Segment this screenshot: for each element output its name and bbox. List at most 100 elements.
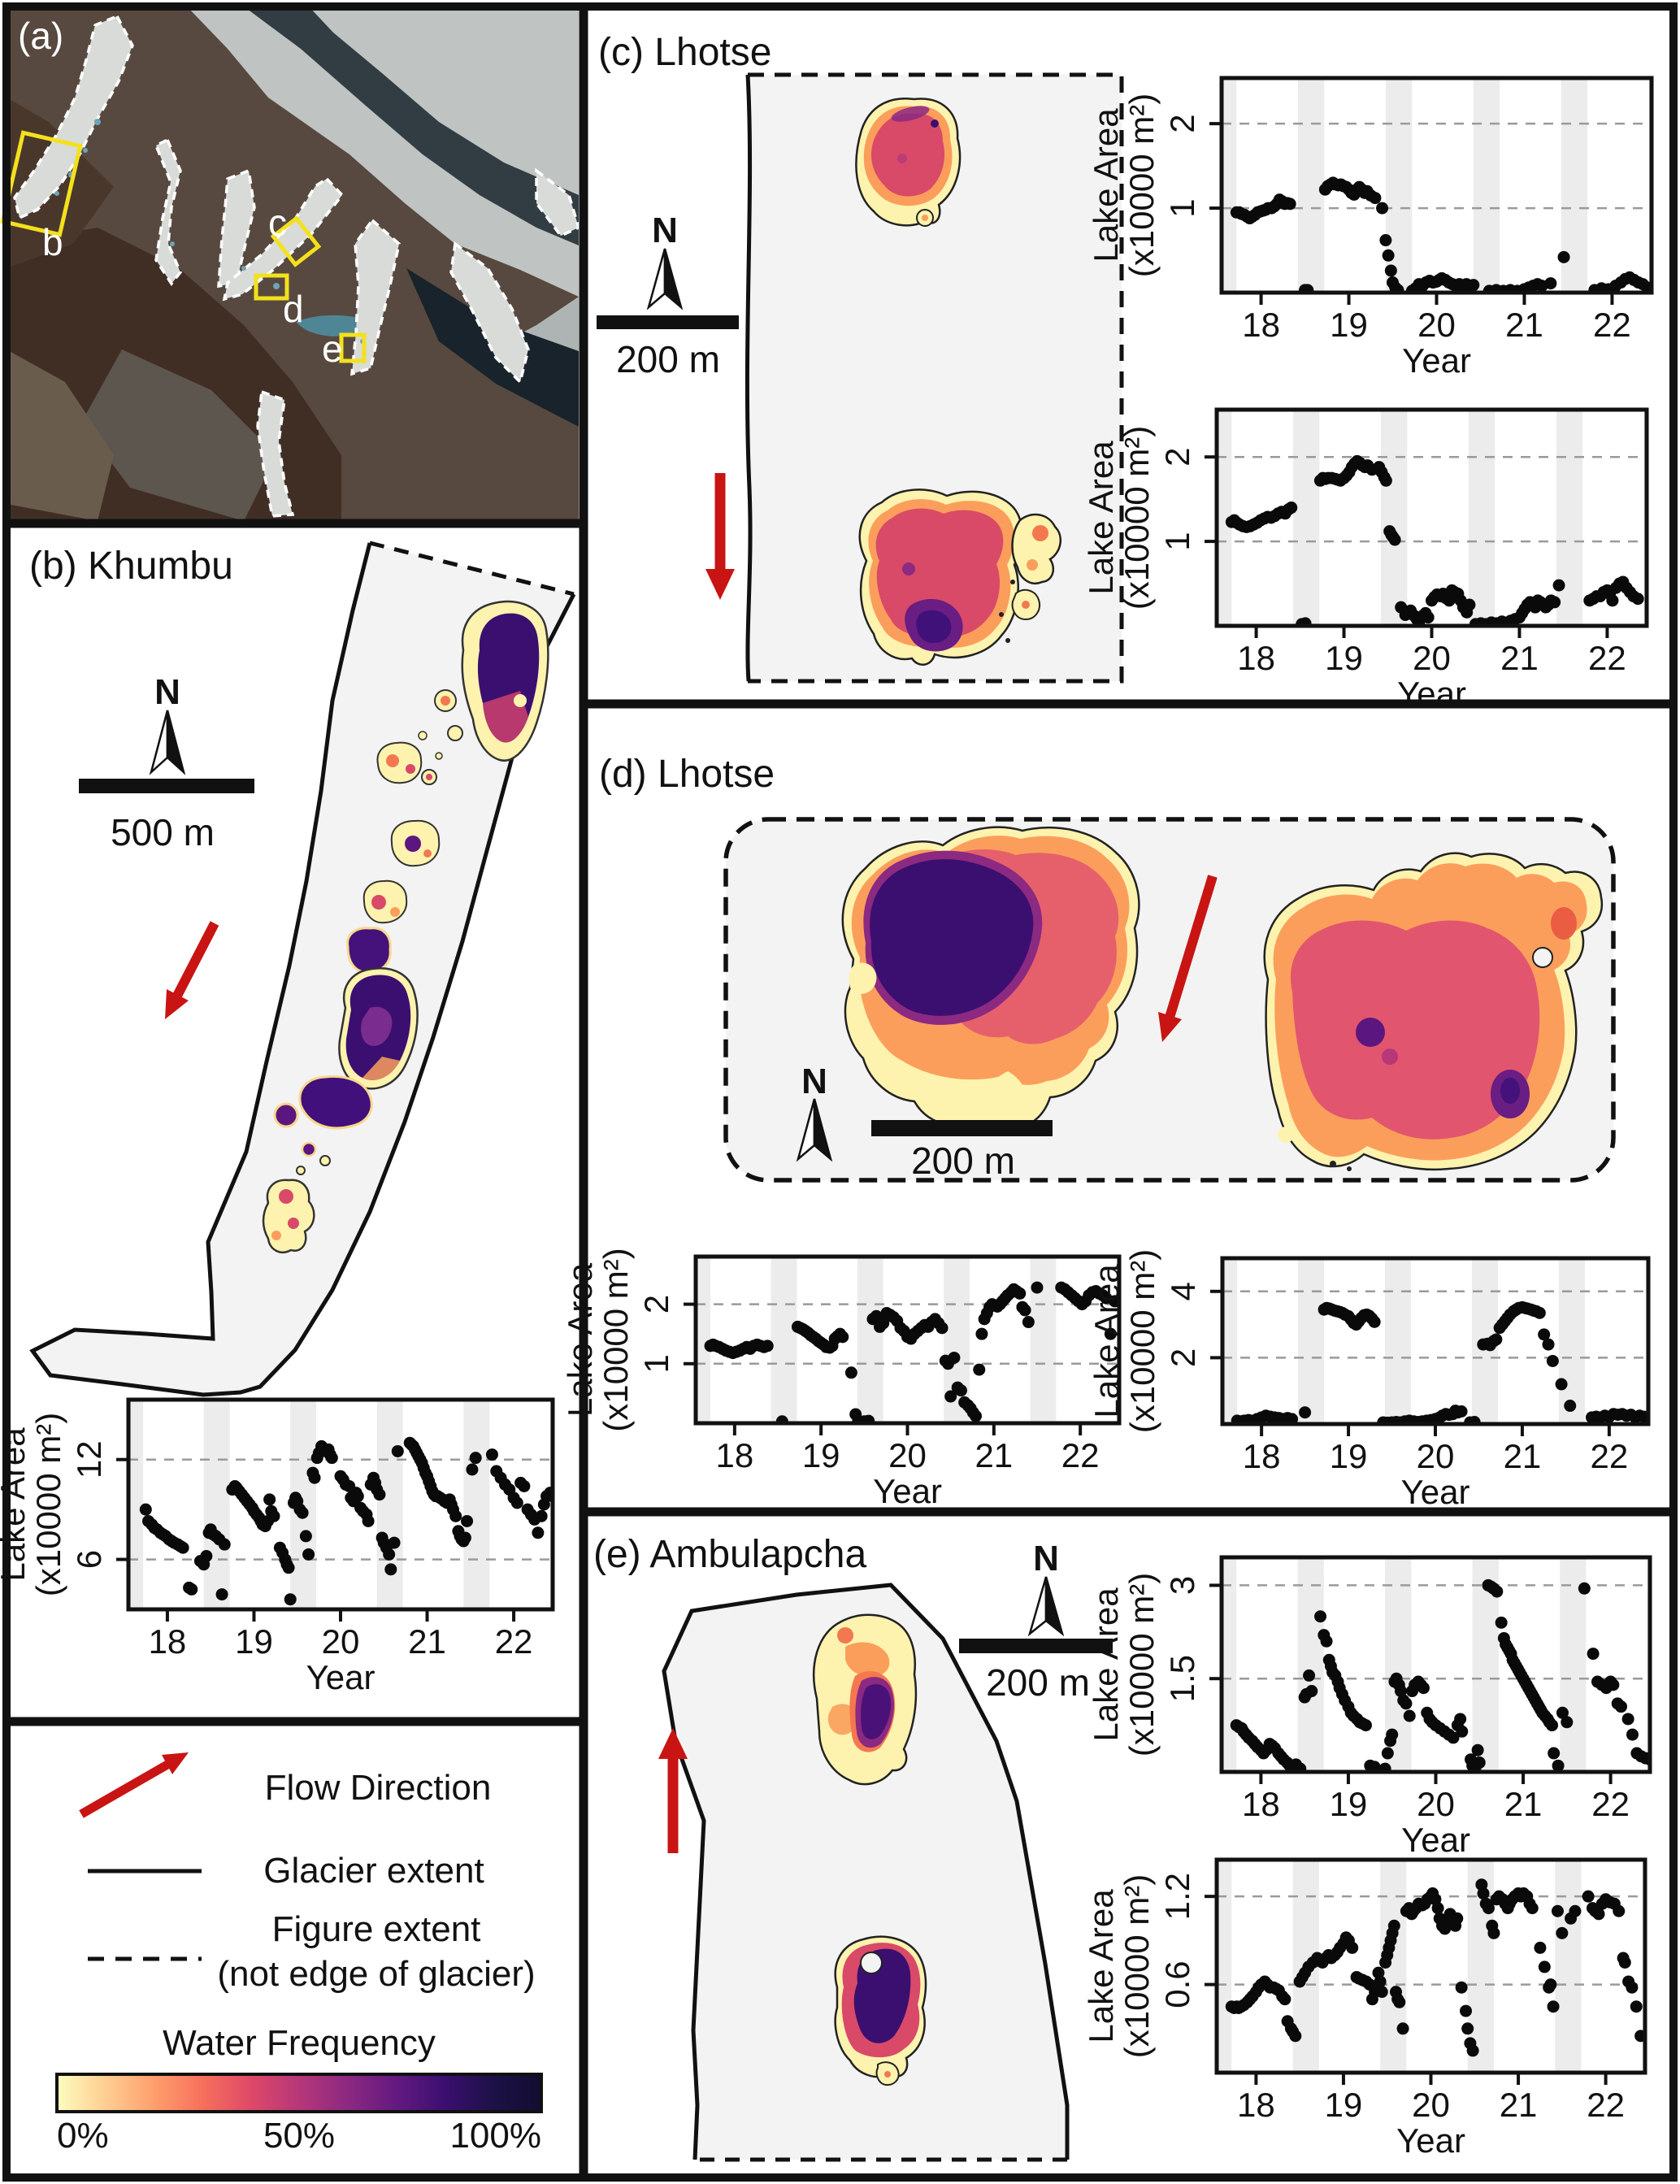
gridlines xyxy=(1217,455,1647,543)
y-tick-label: 1 xyxy=(637,1354,675,1373)
x-axis-label: Year xyxy=(873,1472,942,1510)
x-tick-label: 18 xyxy=(1237,2086,1275,2124)
glacier-outline-khumbu xyxy=(13,14,134,220)
legend-panel: Flow Direction Glacier extent Figure ext… xyxy=(55,1752,543,2156)
water-frequency-label: Water Frequency xyxy=(163,2023,436,2063)
scalebar-b xyxy=(79,779,254,793)
north-arrow-black-half xyxy=(1044,1576,1065,1637)
y-tick-label: 1 xyxy=(1163,198,1201,217)
glacier-extent-label: Glacier extent xyxy=(263,1851,484,1891)
panel-d-title: (d) Lhotse xyxy=(599,753,775,796)
x-tick-label: 19 xyxy=(1325,639,1363,677)
panel-a-satellite-map: (a) b c d e xyxy=(0,7,581,521)
flow-direction-label: Flow Direction xyxy=(265,1768,492,1808)
north-arrow-b: N xyxy=(149,672,186,775)
x-tick-label: 18 xyxy=(149,1622,187,1661)
panel-c-title: (c) Lhotse xyxy=(598,31,771,74)
y-axis-label-line2: (x10000 m²) xyxy=(1123,1249,1161,1433)
flow-arrow-b-shaft xyxy=(171,921,219,1001)
x-axis: 18 19 20 21 22 xyxy=(1242,293,1631,344)
flow-arrow-b xyxy=(165,921,219,1019)
figure-extent-label-2: (not edge of glacier) xyxy=(217,1954,535,1994)
glacier-b-extent xyxy=(29,542,576,1397)
north-arrow-black-half xyxy=(813,1098,833,1162)
y-axis: 24 xyxy=(1164,1282,1222,1367)
north-arrow-black-half xyxy=(166,710,186,775)
x-tick-label: 19 xyxy=(1325,2086,1363,2124)
panel-c-lhotse: (c) Lhotse N xyxy=(597,31,1654,713)
north-arrow-white-half xyxy=(646,248,666,310)
panel-e-ambulapcha: (e) Ambulapcha N 200 m xyxy=(593,1533,1652,2162)
x-tick-label: 20 xyxy=(888,1436,927,1474)
scatter-points xyxy=(704,1281,1119,1423)
north-label-b: N xyxy=(154,672,180,712)
glacier-outline-6 xyxy=(256,389,295,518)
box-e-label: e xyxy=(322,328,343,370)
y-tick-label: 2 xyxy=(1158,448,1196,467)
x-tick-label: 18 xyxy=(1243,1437,1281,1475)
box-e xyxy=(339,332,367,363)
glacier-outline-2 xyxy=(154,137,183,286)
season-bands xyxy=(696,1257,1119,1423)
season-bands xyxy=(1222,1557,1650,1772)
panel-e-title: (e) Ambulapcha xyxy=(593,1533,866,1576)
season-bands xyxy=(128,1400,553,1609)
box-d xyxy=(254,273,289,301)
x-tick-label: 22 xyxy=(1061,1436,1100,1474)
y-tick-label: 1.5 xyxy=(1163,1655,1201,1702)
north-arrow-e: N xyxy=(1027,1539,1065,1637)
lakes-e xyxy=(813,1613,927,2086)
flow-arrow-c-head xyxy=(705,569,735,600)
box-b xyxy=(0,130,83,237)
x-tick-label: 21 xyxy=(1504,1437,1542,1475)
x-tick-label: 18 xyxy=(1237,639,1275,677)
y-axis-label-line2: (x10000 m²) xyxy=(1118,426,1156,610)
x-tick-label: 19 xyxy=(1330,1785,1368,1823)
y-axis: 1.53 xyxy=(1163,1576,1222,1702)
x-tick-label: 22 xyxy=(1591,1785,1630,1823)
y-axis-label-line1: Lake Area xyxy=(1087,1587,1125,1742)
y-axis: 6 12 xyxy=(70,1440,128,1569)
x-tick-label: 18 xyxy=(1242,306,1280,344)
x-tick-label: 18 xyxy=(715,1436,753,1474)
lakes-c xyxy=(855,98,1062,666)
figure-extent-label-1: Figure extent xyxy=(272,1909,481,1949)
x-axis-label: Year xyxy=(1396,2121,1465,2160)
x-axis-label: Year xyxy=(1401,1473,1470,1511)
y-tick-label: 1 xyxy=(1158,532,1196,550)
x-tick-label: 20 xyxy=(1412,2086,1450,2124)
north-arrow-white-half xyxy=(149,710,169,775)
y-tick-label: 6 xyxy=(70,1550,108,1569)
y-tick-label: 2 xyxy=(637,1295,675,1313)
scatter-points xyxy=(139,1436,553,1606)
x-tick-label: 21 xyxy=(1500,639,1539,677)
location-boxes xyxy=(0,130,367,363)
x-axis-label: Year xyxy=(306,1658,376,1696)
panel-b-khumbu: (b) Khumbu xyxy=(0,541,576,1696)
y-axis: 12 xyxy=(1158,448,1217,551)
scatter-points xyxy=(1231,1300,1648,1424)
flow-arrow-b-head xyxy=(165,989,189,1019)
x-tick-label: 18 xyxy=(1242,1785,1280,1823)
season-bands xyxy=(1217,410,1647,626)
glacier-e-fill xyxy=(664,1585,1067,2160)
panel-a-label: (a) xyxy=(18,15,63,57)
flow-direction-icon xyxy=(79,1752,189,1818)
scalebar-b-label: 500 m xyxy=(111,811,215,853)
y-axis-label-line2: (x10000 m²) xyxy=(1122,93,1161,277)
x-tick-label: 21 xyxy=(975,1436,1013,1474)
x-tick-label: 22 xyxy=(1593,306,1631,344)
north-arrow-white-half xyxy=(1027,1576,1048,1637)
glacier-extent-c xyxy=(744,74,753,682)
scalebar-c-label: 200 m xyxy=(616,338,720,380)
x-axis: 18 19 20 21 22 xyxy=(149,1609,532,1661)
